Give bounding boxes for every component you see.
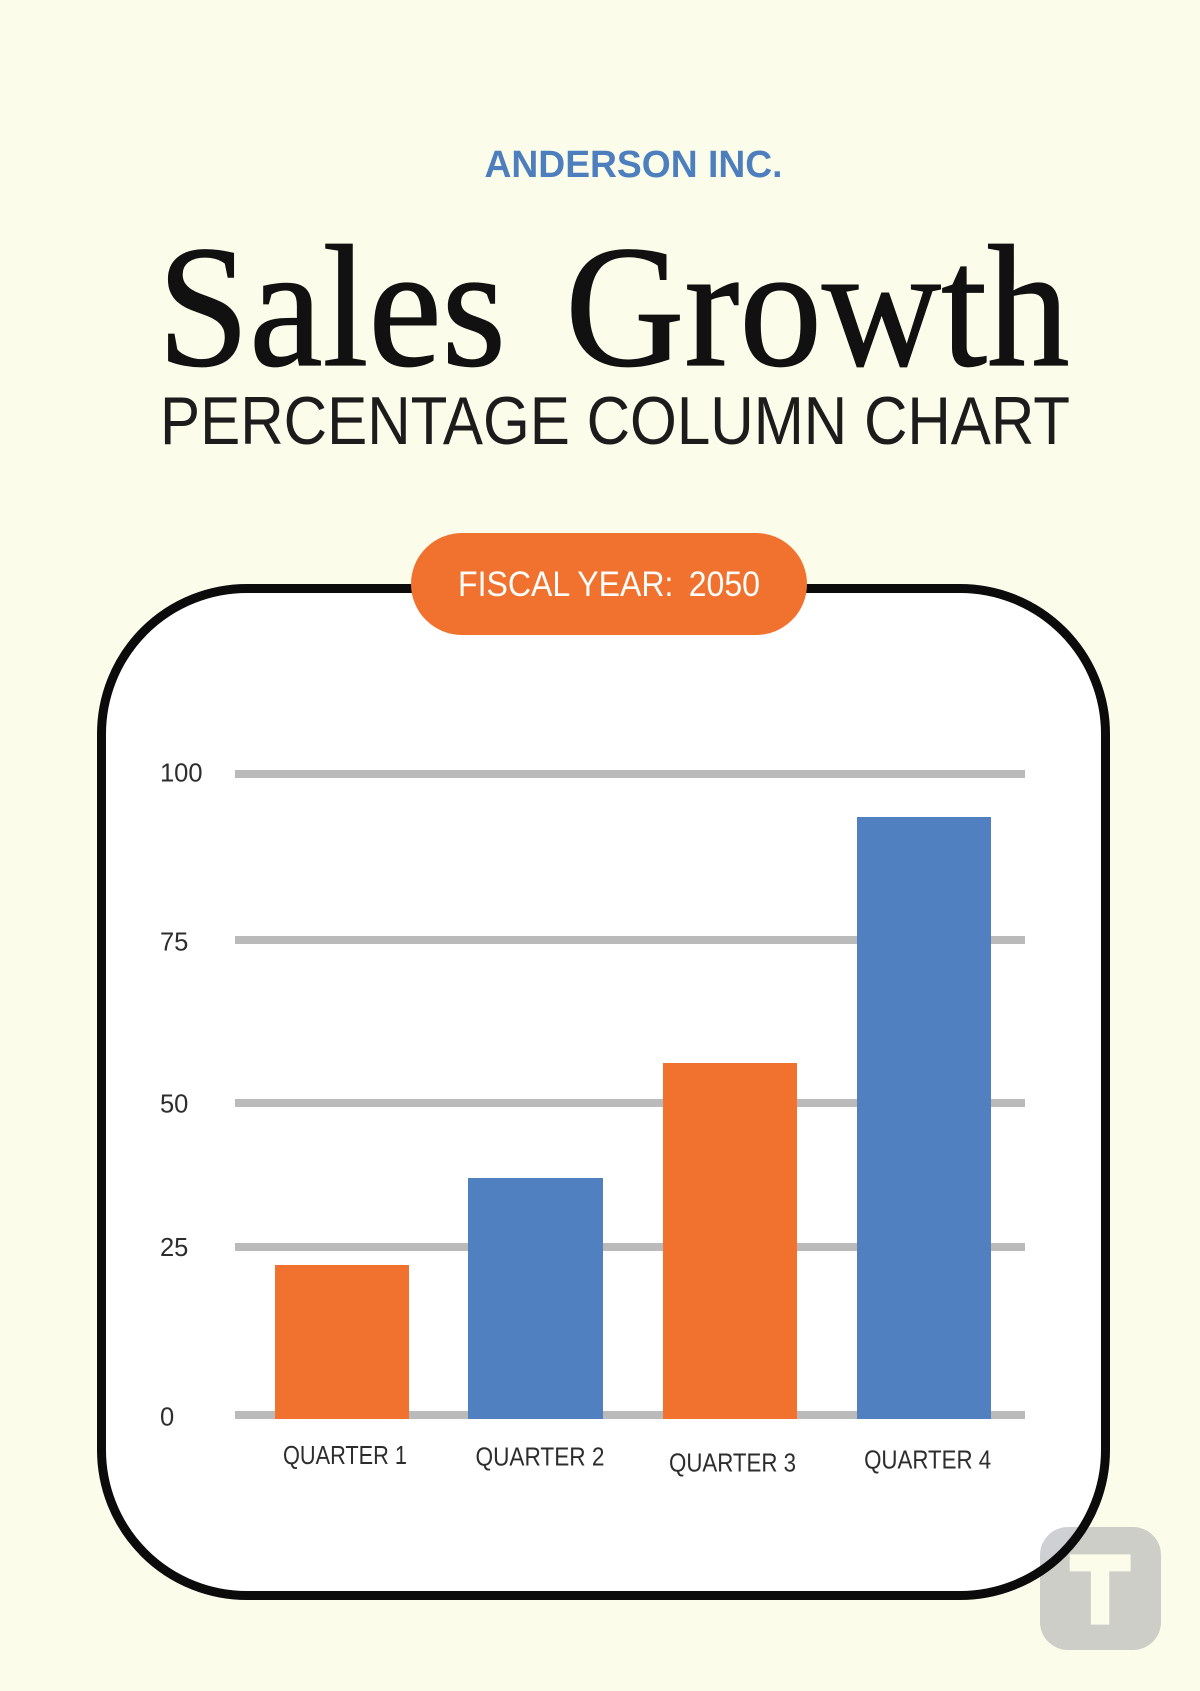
svg-text:50: 50: [160, 1090, 188, 1118]
svg-text:QUARTER 3: QUARTER 3: [669, 1449, 796, 1477]
svg-text:PERCENTAGE COLUMN CHART: PERCENTAGE COLUMN CHART: [160, 384, 1070, 459]
svg-text:QUARTER 2: QUARTER 2: [476, 1444, 605, 1472]
svg-text:0: 0: [160, 1403, 174, 1431]
svg-text:FISCAL YEAR: 2050: FISCAL YEAR: 2050: [458, 565, 760, 604]
svg-text:ANDERSON INC.: ANDERSON INC.: [485, 143, 783, 185]
svg-text:100: 100: [160, 760, 203, 788]
svg-text:QUARTER 4: QUARTER 4: [864, 1447, 991, 1475]
svg-text:25: 25: [160, 1234, 188, 1262]
svg-text:QUARTER 1: QUARTER 1: [283, 1442, 407, 1470]
svg-text:75: 75: [160, 929, 188, 957]
svg-text:Sales Growth: Sales Growth: [158, 210, 1070, 403]
